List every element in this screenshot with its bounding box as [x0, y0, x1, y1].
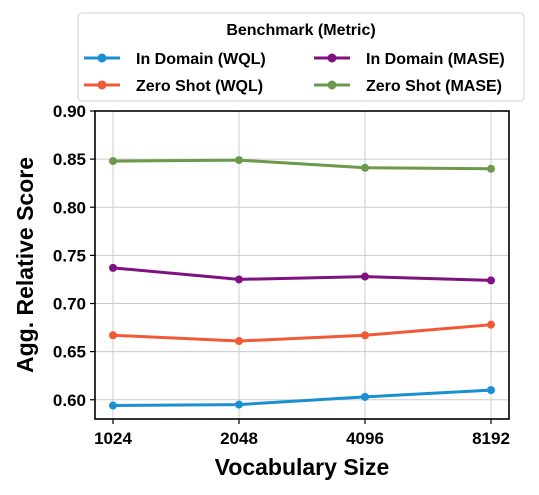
series-line [111, 388, 493, 407]
data-point [235, 337, 243, 346]
data-point [109, 331, 117, 340]
legend-label: In Domain (WQL) [136, 51, 266, 68]
legend-title: Benchmark (Metric) [226, 22, 375, 39]
data-point [109, 401, 117, 410]
legend-item: In Domain (WQL) [84, 51, 266, 68]
data-point [487, 276, 495, 285]
data-point [487, 386, 495, 395]
legend-swatch-marker [327, 80, 337, 90]
data-point [109, 157, 117, 166]
legend-item: Zero Shot (MASE) [314, 78, 502, 95]
series-2 [109, 263, 495, 285]
series-0 [109, 386, 495, 410]
series-1 [109, 320, 495, 346]
y-tick-label: 0.90 [53, 102, 86, 121]
legend-swatch-marker [97, 53, 107, 63]
legend-label: Zero Shot (MASE) [366, 78, 502, 95]
series-line [111, 323, 493, 343]
x-tick-label: 8192 [472, 429, 510, 448]
y-tick-label: 0.70 [53, 295, 86, 314]
data-point [361, 331, 369, 340]
legend-label: In Domain (MASE) [366, 51, 505, 68]
x-tick-label: 1024 [94, 429, 132, 448]
y-tick-label: 0.65 [53, 343, 86, 362]
x-axis: 1024 2048 4096 8192 [94, 419, 510, 448]
series-layer [109, 156, 495, 410]
grid [95, 110, 509, 419]
data-point [235, 156, 243, 165]
legend-item: In Domain (MASE) [314, 51, 505, 68]
y-tick-label: 0.80 [53, 198, 86, 217]
plot-frame [94, 110, 510, 420]
data-point [235, 400, 243, 409]
data-point [235, 275, 243, 284]
x-tick-label: 4096 [346, 429, 384, 448]
legend: Benchmark (Metric) In Domain (WQL) Zero S… [77, 12, 525, 102]
data-point [487, 320, 495, 329]
legend-box [77, 12, 525, 102]
legend-label: Zero Shot (WQL) [136, 78, 263, 95]
series-line [111, 158, 493, 171]
legend-swatch-marker [327, 53, 337, 63]
series-line [111, 266, 493, 282]
x-axis-label: Vocabulary Size [215, 454, 390, 480]
y-axis: 0.60 0.65 0.70 0.75 0.80 0.85 0.90 [53, 102, 95, 410]
legend-item: Zero Shot (WQL) [84, 78, 263, 95]
legend-items: In Domain (WQL) Zero Shot (WQL) In Domain … [84, 51, 505, 95]
data-point [361, 272, 369, 281]
data-point [361, 163, 369, 172]
data-point [109, 263, 117, 272]
y-tick-label: 0.85 [53, 150, 86, 169]
legend-swatch-marker [97, 80, 107, 90]
y-tick-label: 0.75 [53, 246, 86, 265]
y-axis-label: Agg. Relative Score [12, 157, 38, 373]
y-tick-label: 0.60 [53, 391, 86, 410]
data-point [487, 164, 495, 173]
data-point [361, 392, 369, 401]
x-tick-label: 2048 [220, 429, 258, 448]
series-3 [109, 156, 495, 173]
